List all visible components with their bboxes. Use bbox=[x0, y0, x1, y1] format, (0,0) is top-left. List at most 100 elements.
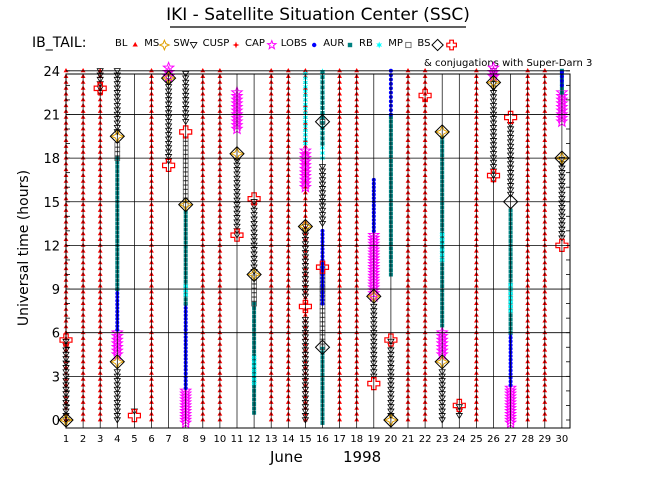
bl-point bbox=[405, 68, 411, 73]
x-tick-label: 18 bbox=[350, 434, 363, 445]
legend-entry bbox=[446, 39, 457, 51]
legend-entry: LOBS bbox=[281, 38, 317, 49]
legend-marker bbox=[312, 42, 317, 48]
x-tick-label: 12 bbox=[248, 434, 261, 445]
x-tick-label: 6 bbox=[148, 434, 154, 445]
legend-entry: RB bbox=[359, 38, 383, 49]
y-tick-label: 24 bbox=[43, 65, 60, 80]
legend-label: SW bbox=[173, 38, 189, 49]
x-tick-label: 2 bbox=[80, 434, 86, 445]
conj-point bbox=[179, 125, 193, 139]
legend-label: CUSP bbox=[203, 38, 230, 49]
x-axis-year: 1998 bbox=[343, 448, 381, 466]
legend-entry: SW bbox=[173, 38, 198, 49]
bl-point bbox=[268, 68, 274, 73]
y-tick-label: 15 bbox=[43, 196, 60, 211]
x-tick-label: 20 bbox=[385, 434, 398, 445]
conj-point bbox=[247, 192, 261, 206]
y-tick-label: 18 bbox=[43, 152, 60, 167]
legend-entry: BS bbox=[417, 38, 444, 52]
aur-point bbox=[320, 70, 325, 75]
legend-entry: BL bbox=[115, 38, 138, 49]
bl-point bbox=[337, 68, 342, 73]
legend-marker bbox=[158, 38, 171, 52]
legend-marker bbox=[405, 41, 412, 49]
legend-marker bbox=[232, 41, 240, 49]
conj-point bbox=[127, 409, 141, 423]
x-tick-label: 23 bbox=[436, 434, 449, 445]
x-tick-label: 10 bbox=[214, 434, 227, 445]
bl-point bbox=[285, 68, 291, 73]
x-tick-label: 25 bbox=[470, 434, 483, 445]
legend-entry: MS bbox=[144, 38, 171, 52]
x-tick-label: 9 bbox=[200, 434, 206, 445]
bl-point bbox=[63, 68, 69, 73]
x-tick-label: 22 bbox=[419, 434, 432, 445]
legend-prefix: IB_TAIL: bbox=[32, 35, 86, 51]
conj-point bbox=[59, 333, 73, 347]
bl-point bbox=[200, 68, 206, 73]
legend-marker bbox=[266, 39, 278, 50]
conj-point bbox=[452, 398, 466, 412]
y-tick-label: 12 bbox=[43, 239, 60, 254]
y-tick-label: 6 bbox=[52, 327, 60, 342]
x-tick-label: 15 bbox=[299, 434, 312, 445]
conj-point bbox=[162, 158, 176, 172]
legend-entry: CAP bbox=[245, 38, 278, 50]
x-axis-month: June bbox=[269, 448, 303, 466]
y-tick-label: 9 bbox=[52, 283, 60, 298]
legend-label: BL bbox=[115, 38, 128, 49]
conj-point bbox=[504, 110, 518, 125]
legend-marker bbox=[376, 41, 383, 49]
cap-point bbox=[486, 61, 501, 74]
conj-point bbox=[367, 377, 381, 391]
legend-entry: MP bbox=[388, 38, 412, 49]
y-tick-label: 21 bbox=[43, 108, 60, 123]
conj-point bbox=[555, 238, 569, 252]
conj-point bbox=[93, 81, 107, 95]
legend-label: BS bbox=[417, 38, 430, 49]
legend-label: LOBS bbox=[281, 38, 307, 49]
conj-point bbox=[298, 299, 312, 314]
y-tick-label: 0 bbox=[52, 414, 60, 429]
chart-title: IKI - Satellite Situation Center (SSC) bbox=[166, 5, 470, 25]
legend-note: & conjugations with Super-Darn 3 bbox=[424, 58, 592, 69]
x-tick-label: 19 bbox=[367, 434, 380, 445]
x-tick-label: 29 bbox=[538, 434, 551, 445]
legend-label: MS bbox=[144, 38, 159, 49]
bl-point bbox=[149, 68, 154, 73]
bl-point bbox=[217, 68, 223, 73]
bl-point bbox=[80, 68, 86, 73]
x-tick-label: 14 bbox=[282, 434, 295, 445]
legend-marker bbox=[446, 39, 457, 51]
x-tick-label: 11 bbox=[231, 434, 244, 445]
bl-point bbox=[354, 68, 360, 73]
conj-point bbox=[486, 169, 501, 183]
y-tick-label: 3 bbox=[52, 370, 60, 385]
x-tick-label: 27 bbox=[504, 434, 517, 445]
legend-marker bbox=[132, 41, 138, 47]
legend-label: CAP bbox=[245, 38, 265, 49]
x-tick-label: 7 bbox=[165, 434, 171, 445]
conj-point bbox=[418, 88, 432, 103]
legend-entry: CUSP bbox=[203, 38, 240, 49]
x-tick-label: 26 bbox=[487, 434, 500, 445]
lobs-point bbox=[559, 70, 564, 75]
legend-label: MP bbox=[388, 38, 403, 49]
x-tick-label: 30 bbox=[556, 434, 569, 445]
x-tick-label: 3 bbox=[97, 434, 103, 445]
conj-point bbox=[384, 333, 398, 347]
legend-label: AUR bbox=[323, 38, 344, 49]
y-axis-label: Universal time (hours) bbox=[16, 170, 32, 326]
x-tick-label: 1 bbox=[63, 434, 69, 445]
legend-marker bbox=[431, 38, 444, 52]
legend-marker bbox=[189, 42, 198, 49]
plot-area bbox=[58, 61, 570, 429]
legend-entry: AUR bbox=[323, 38, 353, 49]
legend-label: RB bbox=[359, 38, 373, 49]
x-tick-label: 21 bbox=[402, 434, 415, 445]
x-tick-label: 13 bbox=[265, 434, 278, 445]
legend-marker bbox=[347, 42, 353, 48]
